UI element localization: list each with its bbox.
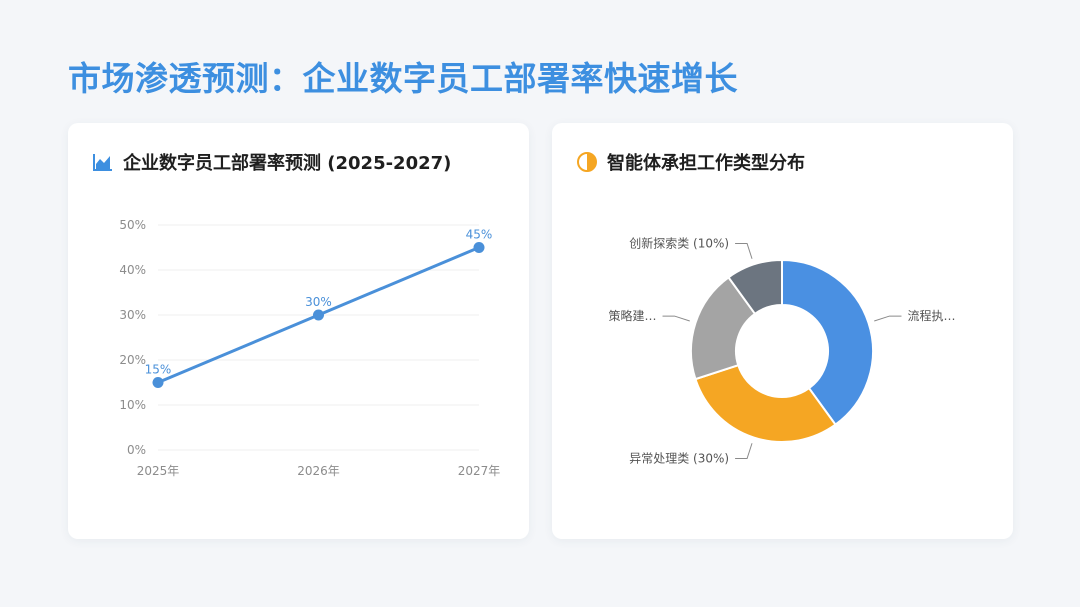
data-point [473, 242, 485, 253]
y-tick-label: 20% [119, 353, 146, 367]
donut-chart-header: 智能体承担工作类型分布 [576, 149, 805, 175]
y-tick-label: 0% [127, 443, 146, 457]
y-tick-label: 10% [119, 398, 146, 412]
line-chart: 0% 10% 20% 30% 40% 50% 2025年 2026年 2027年 15% 30% 45… [119, 218, 501, 478]
leader-line [874, 315, 902, 322]
leader-line [662, 315, 690, 322]
page-title: 市场渗透预测：企业数字员工部署率快速增长 [68, 59, 738, 98]
leader-line [735, 443, 753, 459]
data-point [152, 377, 164, 388]
donut-slice [781, 258, 874, 427]
data-label: 30% [305, 295, 332, 309]
x-tick-label: 2026年 [297, 464, 340, 478]
y-tick-label: 40% [119, 263, 146, 277]
x-tick-label: 2025年 [137, 464, 180, 478]
area-chart-icon [93, 154, 112, 171]
donut-chart-card: 智能体承担工作类型分布 流程执… 异常处理类 (30%) 策略建… 创新探索类 (10… [552, 123, 1013, 539]
slice-label: 创新探索类 (10%) [629, 236, 729, 251]
donut-slice [727, 258, 783, 316]
slice-label: 流程执… [907, 308, 955, 323]
data-point [313, 309, 324, 321]
leader-line [735, 243, 753, 259]
slice-label: 策略建… [609, 308, 657, 323]
slice-label: 异常处理类 (30%) [629, 451, 729, 465]
donut-chart: 流程执… 异常处理类 (30%) 策略建… 创新探索类 (10%) [609, 236, 956, 466]
line-chart-card: 企业数字员工部署率预测 (2025-2027) 0% 10% 20% 30% 40% 50… [68, 123, 529, 539]
data-label: 15% [145, 363, 172, 377]
line-chart-title: 企业数字员工部署率预测 (2025-2027) [123, 153, 452, 174]
y-tick-label: 30% [119, 308, 146, 322]
donut-slice [694, 363, 837, 443]
line-chart-header: 企业数字员工部署率预测 (2025-2027) [92, 149, 451, 175]
donut-chart-title: 智能体承担工作类型分布 [607, 153, 805, 174]
data-label: 45% [466, 228, 493, 242]
half-circle-icon [577, 152, 597, 172]
x-tick-label: 2027年 [458, 464, 501, 478]
y-tick-label: 50% [119, 218, 146, 232]
